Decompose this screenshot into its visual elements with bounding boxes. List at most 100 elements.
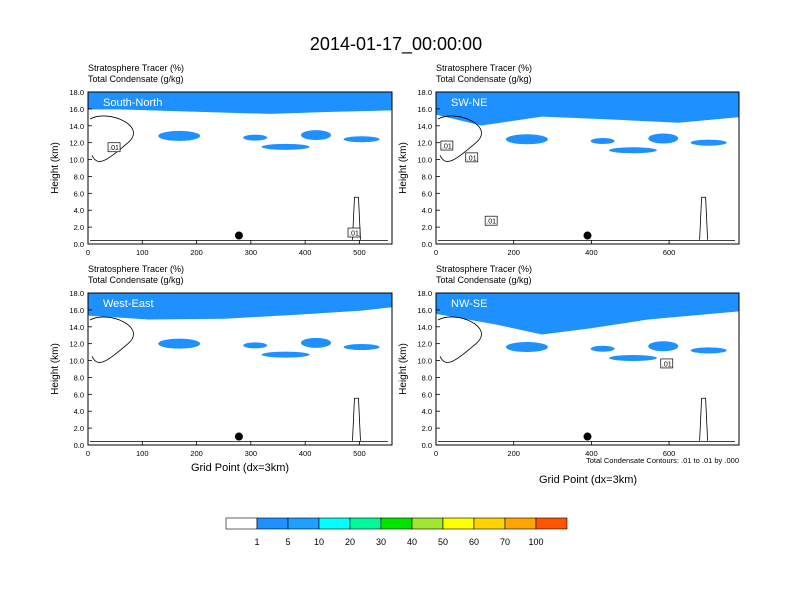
tracer-patch	[505, 342, 548, 353]
contour-note: Total Condensate Contours: .01 to .01 by…	[586, 456, 739, 465]
x-tick-label: 200	[190, 248, 203, 257]
x-tick-label: 500	[353, 449, 366, 458]
y-tick-label: 10.0	[417, 156, 432, 165]
y-tick-label: 12.0	[417, 340, 432, 349]
y-tick-label: 8.0	[422, 373, 432, 382]
contour-label-box	[465, 152, 479, 163]
contour-line	[437, 115, 482, 162]
contour-line	[89, 316, 134, 363]
tracer-patch	[243, 342, 268, 349]
stratosphere-tracer-field	[88, 92, 392, 242]
tracer-patch	[261, 351, 310, 358]
stratosphere-tracer-field	[436, 92, 739, 242]
x-tick-label: 400	[585, 449, 598, 458]
panel-field-label: Stratosphere Tracer (%)	[436, 63, 532, 73]
y-tick-label: 0.0	[422, 240, 432, 249]
plot-frame	[87, 292, 393, 446]
x-tick-label: 400	[585, 248, 598, 257]
x-tick-label: 100	[136, 248, 149, 257]
contour-label-box	[440, 140, 454, 151]
colorbar-label: 30	[376, 537, 386, 547]
panel-contour-label: Total Condensate (g/kg)	[88, 275, 184, 285]
panels: .01 .01 South-North 0 100 200 300 400 500 0.0 2.0 4…	[50, 63, 740, 458]
tracer-band-1	[88, 92, 392, 114]
colorbar-cell	[442, 517, 475, 530]
colorbar-label: 60	[469, 537, 479, 547]
tracer-patch	[243, 134, 268, 141]
condensate-contours	[437, 115, 735, 242]
stratosphere-tracer-field	[88, 293, 392, 443]
x-axis-label-right: Grid Point (dx=3km)	[539, 474, 637, 486]
plot-frame	[435, 292, 740, 446]
x-tick-label: 200	[507, 449, 520, 458]
y-tick-label: 12.0	[69, 340, 84, 349]
x-tick-label: 400	[299, 248, 312, 257]
x-tick-label: 0	[434, 449, 438, 458]
y-tick-label: 6.0	[422, 189, 432, 198]
y-tick-label: 18.0	[69, 88, 84, 97]
y-axis-label: Height (km)	[50, 343, 61, 395]
y-tick-label: 16.0	[417, 306, 432, 315]
x-tick-label: 100	[136, 449, 149, 458]
y-tick-label: 2.0	[422, 223, 432, 232]
condensate-contours	[89, 115, 388, 242]
colorbar-cell	[380, 517, 413, 530]
panel-nw-se: .01 NW-SE 0 200 400 600 0.0 2.0 4.0 6.0 8.0 10.0 12.…	[398, 264, 740, 458]
y-tick-label: 14.0	[69, 323, 84, 332]
y-tick-label: 6.0	[422, 390, 432, 399]
contour-label-box	[484, 215, 498, 226]
tracer-band-1	[88, 293, 392, 320]
panel-contour-label: Total Condensate (g/kg)	[88, 74, 184, 84]
colorbar-label: 20	[345, 537, 355, 547]
colorbar-label: 70	[500, 537, 510, 547]
y-tick-label: 0.0	[74, 441, 84, 450]
panel-name: SW-NE	[451, 97, 487, 109]
tracer-patch	[301, 130, 331, 141]
x-tick-label: 600	[663, 449, 676, 458]
contour-line	[352, 196, 361, 240]
colorbar-label: 5	[285, 537, 290, 547]
tracer-band-1	[436, 92, 739, 126]
panel-contour-label: Total Condensate (g/kg)	[436, 275, 532, 285]
condensate-contours	[89, 316, 388, 443]
y-tick-label: 4.0	[74, 206, 84, 215]
contour-label-box	[347, 227, 361, 238]
panel-field-label: Stratosphere Tracer (%)	[88, 264, 184, 274]
y-tick-label: 0.0	[74, 240, 84, 249]
colorbar: 1 5 10 20 30 40 50 60 70 100	[225, 517, 568, 547]
y-tick-label: 14.0	[417, 122, 432, 131]
tracer-patch	[343, 136, 380, 143]
colorbar-label: 1	[254, 537, 259, 547]
colorbar-cell	[287, 517, 320, 530]
y-tick-label: 6.0	[74, 390, 84, 399]
panel-contour-label: Total Condensate (g/kg)	[436, 74, 532, 84]
panel-sw-ne: .01 .01 .01 SW-NE 0 200 400 600 0.0 2.0 4.0 6.0 8.0 1…	[398, 63, 740, 257]
y-tick-label: 12.0	[69, 139, 84, 148]
tracer-patch	[648, 133, 679, 144]
colorbar-cell	[225, 517, 258, 530]
y-tick-label: 4.0	[422, 407, 432, 416]
panel-name: West-East	[103, 298, 154, 310]
contour-label: .01	[349, 231, 359, 238]
panel-name: South-North	[103, 97, 162, 109]
y-axis-label: Height (km)	[398, 142, 409, 194]
x-tick-label: 0	[86, 449, 90, 458]
y-tick-label: 10.0	[69, 156, 84, 165]
contour-line	[89, 115, 134, 162]
y-tick-label: 0.0	[422, 441, 432, 450]
location-marker	[234, 432, 243, 441]
y-tick-label: 2.0	[422, 424, 432, 433]
contour-line	[699, 397, 709, 441]
contour-line	[437, 316, 482, 363]
panel-name: NW-SE	[451, 298, 487, 310]
y-tick-label: 8.0	[74, 172, 84, 181]
y-tick-label: 2.0	[74, 424, 84, 433]
x-tick-label: 300	[245, 449, 258, 458]
x-tick-label: 0	[434, 248, 438, 257]
tracer-patch	[505, 134, 548, 145]
y-tick-label: 18.0	[69, 289, 84, 298]
tracer-patch	[158, 338, 201, 349]
colorbar-cell	[411, 517, 444, 530]
y-tick-label: 4.0	[422, 206, 432, 215]
y-axis-label: Height (km)	[50, 142, 61, 194]
